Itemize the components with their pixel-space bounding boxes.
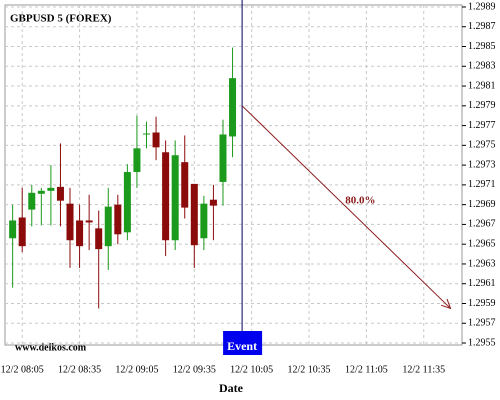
y-tick-label: 1.2983 [468, 61, 496, 72]
y-tick-label: 1.2955 [468, 337, 496, 348]
event-label: Event [227, 339, 257, 353]
x-tick-label: 12/2 11:05 [345, 364, 388, 375]
y-tick-label: 1.2987 [468, 21, 496, 32]
x-tick-label: 12/2 08:05 [1, 364, 44, 375]
y-tick-label: 1.2957 [468, 318, 496, 329]
candle-body [37, 190, 45, 194]
y-tick-label: 1.2975 [468, 140, 496, 151]
chart-title: GBPUSD 5 (FOREX) [10, 13, 112, 25]
x-axis-label: Date [219, 381, 244, 395]
y-tick-label: 1.2981 [468, 80, 496, 91]
candle-body [104, 206, 112, 247]
y-tick-label: 1.2973 [468, 159, 496, 170]
candle-body [47, 187, 55, 191]
x-tick-label: 12/2 11:35 [402, 364, 445, 375]
candle-body [229, 78, 237, 137]
candle-body [85, 220, 93, 223]
candle-body [142, 133, 150, 135]
candle-body [123, 172, 131, 233]
candle-body [76, 220, 84, 247]
candle-body [66, 203, 74, 241]
candle-body [152, 132, 160, 148]
event-box [223, 331, 263, 355]
y-tick-label: 1.2965 [468, 238, 496, 249]
y-tick-label: 1.2985 [468, 41, 496, 52]
x-tick-label: 12/2 09:35 [173, 364, 216, 375]
candle-body [18, 217, 26, 247]
x-tick-label: 12/2 10:05 [230, 364, 273, 375]
x-tick-label: 12/2 10:35 [287, 364, 330, 375]
candle-body [162, 152, 170, 241]
candle-body [56, 186, 64, 201]
y-tick-label: 1.2977 [468, 120, 496, 131]
y-tick-label: 1.2961 [468, 278, 496, 289]
arrow-head [440, 298, 452, 310]
projection-label: 80.0% [345, 195, 375, 207]
candle-body [219, 134, 227, 182]
candle-body [9, 220, 17, 239]
y-tick-label: 1.2971 [468, 179, 496, 190]
candle-body [190, 183, 198, 246]
projection-arrow [241, 105, 451, 309]
y-tick-label: 1.2989 [468, 1, 496, 12]
x-tick-label: 12/2 09:05 [115, 364, 158, 375]
y-tick-label: 1.2969 [468, 199, 496, 210]
y-tick-label: 1.2967 [468, 219, 496, 230]
candle-body [28, 192, 36, 210]
x-tick-label: 12/2 08:35 [58, 364, 101, 375]
watermark: www.delkos.com [15, 342, 87, 353]
candle-body [95, 228, 103, 250]
candle-body [171, 155, 179, 241]
plot-area [4, 4, 463, 346]
y-tick-label: 1.2959 [468, 298, 496, 309]
candle-body [209, 199, 217, 206]
candle-body [114, 204, 122, 235]
y-tick-label: 1.2963 [468, 258, 496, 269]
candle-body [200, 203, 208, 239]
y-tick-label: 1.2979 [468, 100, 496, 111]
candle-body [133, 148, 141, 173]
candle-body [181, 162, 189, 208]
